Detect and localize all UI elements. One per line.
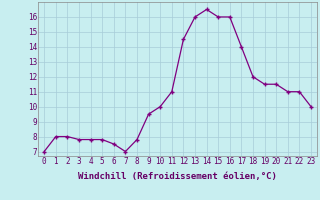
X-axis label: Windchill (Refroidissement éolien,°C): Windchill (Refroidissement éolien,°C) — [78, 172, 277, 181]
